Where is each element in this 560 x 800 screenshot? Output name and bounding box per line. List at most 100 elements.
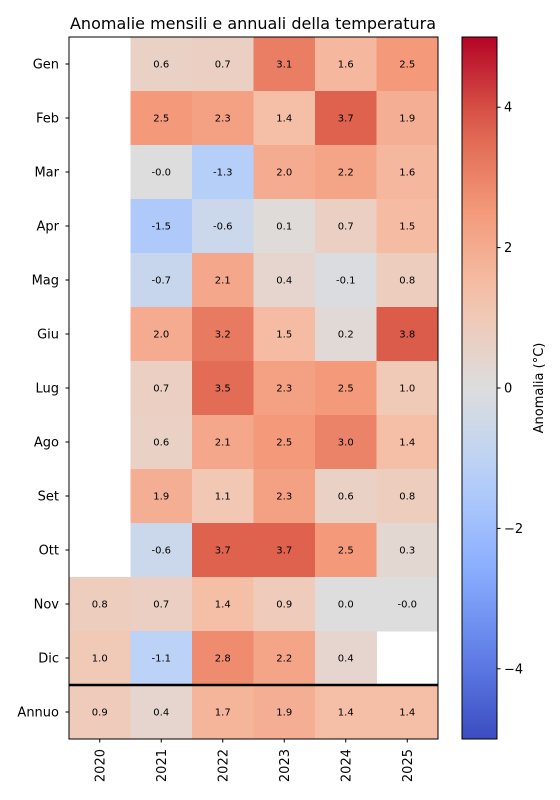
- heatmap-cell: [192, 523, 254, 578]
- cell-value-label: 2.1: [215, 276, 231, 287]
- heatmap-cell: [130, 37, 193, 92]
- heatmap-cell: [315, 685, 377, 740]
- cell-value-label: 0.7: [215, 60, 231, 71]
- heatmap-cell: [253, 37, 316, 92]
- colorbar-tick-label: −2: [504, 522, 523, 537]
- cell-value-label: 1.9: [153, 492, 169, 503]
- cell-value-label: 0.3: [399, 546, 415, 557]
- cell-value-label: 2.3: [276, 384, 292, 395]
- cell-value-label: 3.5: [215, 384, 231, 395]
- cell-value-label: 3.7: [338, 114, 354, 125]
- heatmap-cell: [253, 577, 316, 632]
- heatmap-cell: [253, 253, 316, 308]
- cell-value-label: 0.6: [338, 492, 354, 503]
- heatmap-cell: [69, 631, 131, 686]
- heatmap-cell: [130, 415, 193, 470]
- cell-value-label: 1.4: [399, 438, 415, 449]
- y-tick-label: Gen: [33, 58, 59, 73]
- cell-value-label: -0.7: [151, 276, 171, 287]
- y-tick-label: Dic: [38, 652, 59, 667]
- cell-value-label: 3.0: [338, 438, 354, 449]
- cell-value-label: 0.9: [276, 600, 292, 611]
- heatmap-cell: [130, 577, 193, 632]
- heatmap-cell: [376, 523, 439, 578]
- heatmap-cell: [130, 523, 193, 578]
- heatmap-cell: [253, 199, 316, 254]
- y-axis-ticks: Gen Feb Mar Apr Mag Giu Lug Ago Set Ott Nov Dic Annu…: [17, 58, 69, 721]
- heatmap-cell: [253, 685, 316, 740]
- colorbar-tick-label: 0: [504, 382, 512, 397]
- heatmap-cell: [192, 685, 254, 740]
- cell-value-label: 1.4: [338, 708, 354, 719]
- heatmap-cell: [315, 199, 377, 254]
- cell-value-label: 0.4: [338, 654, 354, 665]
- y-tick-label: Mar: [34, 166, 59, 181]
- cell-value-label: -0.0: [397, 600, 417, 611]
- x-tick-label: 2023: [278, 749, 293, 782]
- heatmap-cell: [376, 577, 439, 632]
- cell-value-label: -1.5: [151, 222, 171, 233]
- cell-value-label: 2.3: [276, 492, 292, 503]
- heatmap-cell: [69, 685, 131, 740]
- heatmap-cell: [253, 361, 316, 416]
- heatmap-cell: [376, 91, 439, 146]
- y-tick-label: Ago: [34, 436, 59, 451]
- colorbar-tick-label: 4: [504, 101, 512, 116]
- cell-value-label: 2.2: [276, 654, 292, 665]
- heatmap-cell: [192, 37, 254, 92]
- heatmap-border: [68, 36, 439, 740]
- heatmap-cell: [130, 307, 193, 362]
- y-tick-label: Mag: [32, 274, 59, 289]
- cell-value-label: 0.6: [153, 438, 169, 449]
- heatmap-frame: [68, 36, 439, 740]
- colorbar-label: Anomalia (°C): [532, 343, 547, 434]
- heatmap-cell: [315, 307, 377, 362]
- x-tick-label: 2025: [401, 749, 416, 782]
- cell-value-label: 0.7: [338, 222, 354, 233]
- heatmap-cell: [376, 37, 439, 92]
- x-tick-label: 2022: [216, 749, 231, 782]
- cell-value-label: 2.8: [215, 654, 231, 665]
- y-tick-label: Ott: [39, 544, 59, 559]
- cell-value-label: 0.0: [338, 600, 354, 611]
- cell-value-label: 1.4: [399, 708, 415, 719]
- heatmap-cell: [253, 469, 316, 524]
- heatmap-cell: [315, 577, 377, 632]
- cell-value-label: 1.7: [215, 708, 231, 719]
- colorbar-gradient: [461, 36, 498, 740]
- heatmap-cell: [376, 361, 439, 416]
- cell-value-label: 1.6: [399, 168, 415, 179]
- heatmap-cell: [315, 631, 377, 686]
- heatmap-cell: [376, 685, 439, 740]
- colorbar: −4 −2 0 2 4 Anomalia (°C): [461, 36, 547, 740]
- y-tick-label: Feb: [36, 112, 59, 127]
- y-tick-label: Annuo: [17, 706, 59, 721]
- heatmap-cell: [376, 469, 439, 524]
- cell-value-label: 2.0: [153, 330, 169, 341]
- cell-value-label: -0.6: [213, 222, 233, 233]
- cell-value-label: 0.7: [153, 600, 169, 611]
- cell-value-label: 2.5: [338, 384, 354, 395]
- x-axis-ticks: 2020 2021 2022 2023 2024 2025: [93, 739, 416, 782]
- x-tick-label: 2021: [155, 749, 170, 782]
- heatmap-cell: [130, 253, 193, 308]
- y-tick-label: Giu: [37, 328, 59, 343]
- heatmap-cell: [130, 361, 193, 416]
- heatmap-cell: [130, 631, 193, 686]
- heatmap-cell: [376, 415, 439, 470]
- cell-value-label: 1.6: [338, 60, 354, 71]
- heatmap-cell: [315, 361, 377, 416]
- cell-value-label: 2.3: [215, 114, 231, 125]
- y-tick-label: Apr: [37, 220, 60, 235]
- heatmap-cell: [315, 145, 377, 200]
- cell-value-label: 0.9: [92, 708, 108, 719]
- colorbar-tick-label: 2: [504, 241, 512, 256]
- heatmap-cell: [315, 415, 377, 470]
- heatmap-cell: [192, 253, 254, 308]
- x-tick-label: 2020: [93, 749, 108, 782]
- cell-value-label: 3.2: [215, 330, 231, 341]
- cell-value-label: -0.6: [151, 546, 171, 557]
- heatmap-cell: [69, 577, 131, 632]
- cell-value-label: 2.5: [153, 114, 169, 125]
